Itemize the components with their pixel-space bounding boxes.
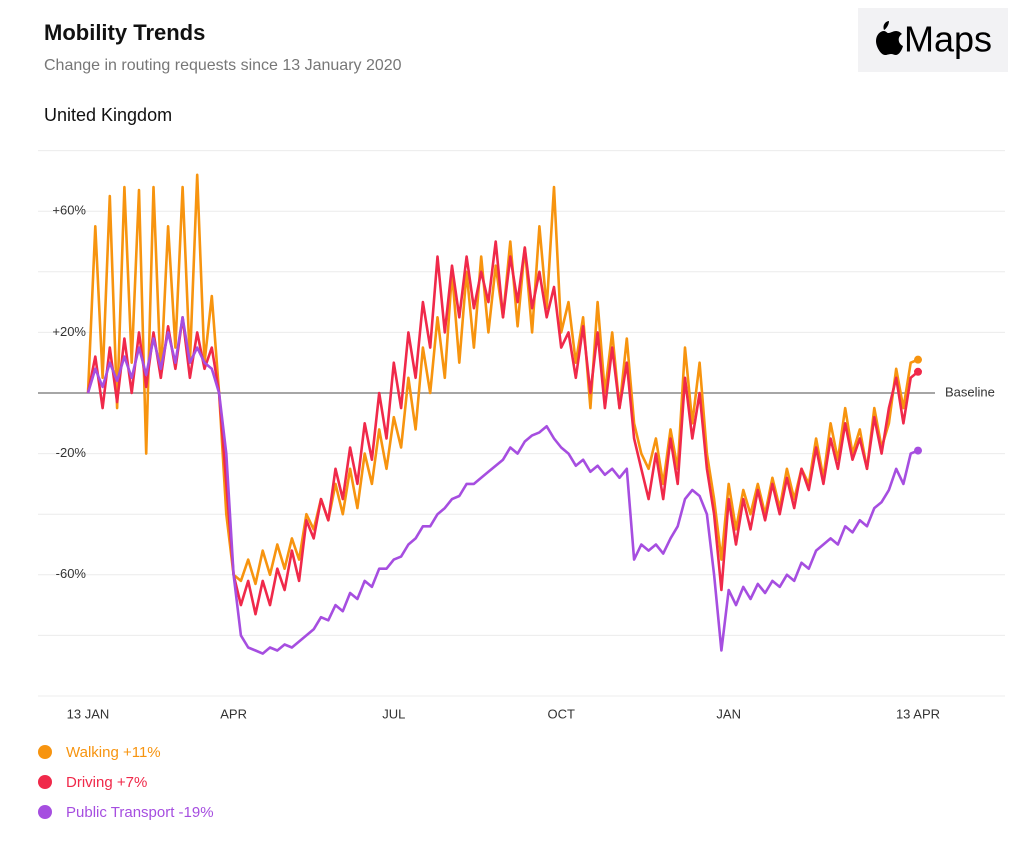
end-dot <box>914 446 922 455</box>
legend-label: Walking +11% <box>66 744 161 761</box>
region-label: United Kingdom <box>44 105 172 125</box>
x-tick-label: OCT <box>548 706 576 721</box>
plot <box>86 173 922 655</box>
legend: Walking +11% Driving +7% Public Transport … <box>38 744 214 821</box>
x-tick-label: 13 JAN <box>67 706 110 721</box>
series-line <box>86 173 919 586</box>
end-dot <box>914 367 922 376</box>
logo: Maps <box>858 8 1008 72</box>
logo-text: Maps <box>904 19 992 60</box>
end-dot <box>914 355 922 364</box>
apple-icon <box>876 21 903 55</box>
legend-dot <box>38 805 52 819</box>
legend-label: Public Transport -19% <box>66 804 214 821</box>
legend-label: Driving +7% <box>66 774 147 791</box>
x-tick-label: 13 APR <box>896 706 940 721</box>
series-line <box>86 240 919 616</box>
x-tick-label: JUL <box>382 706 405 721</box>
baseline-label: Baseline <box>945 384 995 399</box>
x-tick-label: JAN <box>716 706 741 721</box>
legend-dot <box>38 775 52 789</box>
series-line <box>86 316 919 655</box>
grid: +60% +20% -20% -60% Baseline 13 JAN APR JUL OCT J… <box>38 150 1005 721</box>
y-tick-label: +20% <box>52 324 86 339</box>
y-tick-label: +60% <box>52 203 86 218</box>
y-tick-label: -60% <box>56 566 87 581</box>
x-tick-label: APR <box>220 706 247 721</box>
chart-subtitle: Change in routing requests since 13 Janu… <box>44 57 402 74</box>
y-tick-label: -20% <box>56 445 87 460</box>
chart-title: Mobility Trends <box>44 20 205 45</box>
legend-dot <box>38 745 52 759</box>
